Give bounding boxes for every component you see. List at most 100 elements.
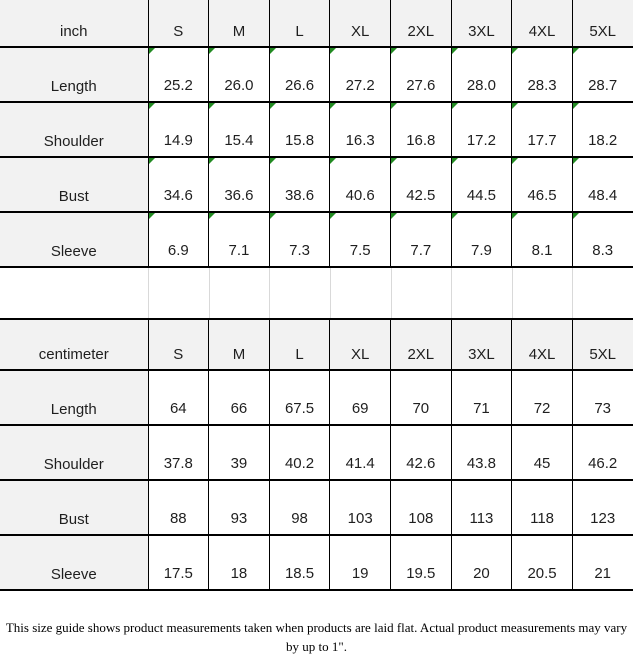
size-column-header: 2XL <box>390 0 452 48</box>
size-table-header-row: inch S M L XL 2XL 3XL 4XL 5XL <box>0 0 633 48</box>
measurement-label: Length <box>0 369 149 426</box>
measurement-value: 7.7 <box>390 211 452 268</box>
measurement-row: Bust 88 93 98 103 108 113 118 123 <box>0 479 633 536</box>
table-spacer <box>0 268 633 318</box>
measurement-value: 98 <box>268 479 331 536</box>
size-column-header: 4XL <box>511 0 573 48</box>
measurement-value: 67.5 <box>268 369 331 426</box>
measurement-value: 118 <box>511 479 573 536</box>
measurement-value: 6.9 <box>147 211 210 268</box>
measurement-label: Bust <box>0 479 149 536</box>
measurement-value: 40.6 <box>329 156 391 213</box>
measurement-value: 28.7 <box>571 46 633 103</box>
measurement-label: Sleeve <box>0 211 149 268</box>
measurement-value: 8.1 <box>511 211 573 268</box>
measurement-value: 16.8 <box>390 101 452 158</box>
size-table-inch: inch S M L XL 2XL 3XL 4XL 5XL Length 25.2 26.0 26.6 2… <box>0 0 633 268</box>
size-guide-disclaimer: This size guide shows product measuremen… <box>5 620 628 654</box>
measurement-label: Sleeve <box>0 534 149 591</box>
measurement-value: 38.6 <box>268 156 331 213</box>
measurement-value: 21 <box>571 534 633 591</box>
measurement-value: 26.6 <box>268 46 331 103</box>
measurement-value: 14.9 <box>147 101 210 158</box>
spacer-gridline <box>329 268 331 318</box>
measurement-value: 34.6 <box>147 156 210 213</box>
measurement-value: 103 <box>329 479 391 536</box>
measurement-value: 123 <box>571 479 633 536</box>
measurement-value: 43.8 <box>450 424 513 481</box>
measurement-value: 41.4 <box>329 424 391 481</box>
measurement-value: 73 <box>571 369 633 426</box>
size-column-header: 4XL <box>511 318 573 371</box>
measurement-value: 70 <box>390 369 452 426</box>
measurement-row: Length 64 66 67.5 69 70 71 72 73 <box>0 369 633 426</box>
measurement-label: Bust <box>0 156 149 213</box>
measurement-value: 25.2 <box>147 46 210 103</box>
measurement-value: 36.6 <box>208 156 270 213</box>
measurement-value: 45 <box>511 424 573 481</box>
measurement-row: Bust 34.6 36.6 38.6 40.6 42.5 44.5 46.5 48.4 <box>0 156 633 213</box>
measurement-value: 113 <box>450 479 513 536</box>
measurement-value: 27.6 <box>390 46 452 103</box>
spacer-gridline <box>208 268 210 318</box>
size-column-header: L <box>268 0 331 48</box>
measurement-value: 19 <box>329 534 391 591</box>
measurement-value: 15.8 <box>268 101 331 158</box>
size-column-header: M <box>208 0 270 48</box>
measurement-value: 16.3 <box>329 101 391 158</box>
measurement-value: 46.2 <box>571 424 633 481</box>
measurement-value: 17.2 <box>450 101 513 158</box>
measurement-value: 7.1 <box>208 211 270 268</box>
measurement-value: 18 <box>208 534 270 591</box>
size-column-header: L <box>268 318 331 371</box>
measurement-value: 8.3 <box>571 211 633 268</box>
measurement-label: Shoulder <box>0 101 149 158</box>
measurement-value: 71 <box>450 369 513 426</box>
measurement-value: 44.5 <box>450 156 513 213</box>
measurement-value: 93 <box>208 479 270 536</box>
size-column-header: 2XL <box>390 318 452 371</box>
unit-label: centimeter <box>0 318 149 371</box>
measurement-value: 88 <box>147 479 210 536</box>
size-column-header: 3XL <box>450 318 513 371</box>
measurement-value: 18.2 <box>571 101 633 158</box>
measurement-value: 28.3 <box>511 46 573 103</box>
size-column-header: M <box>208 318 270 371</box>
measurement-value: 72 <box>511 369 573 426</box>
measurement-value: 20 <box>450 534 513 591</box>
measurement-row: Shoulder 37.8 39 40.2 41.4 42.6 43.8 45 46.2 <box>0 424 633 481</box>
spacer-gridline <box>511 268 513 318</box>
measurement-value: 69 <box>329 369 391 426</box>
measurement-value: 15.4 <box>208 101 270 158</box>
measurement-value: 17.5 <box>147 534 210 591</box>
size-table-centimeter: centimeter S M L XL 2XL 3XL 4XL 5XL Length 64 66 67.… <box>0 318 633 591</box>
size-column-header: S <box>147 318 210 371</box>
measurement-value: 26.0 <box>208 46 270 103</box>
measurement-value: 39 <box>208 424 270 481</box>
size-column-header: S <box>147 0 210 48</box>
measurement-value: 7.9 <box>450 211 513 268</box>
size-column-header: 3XL <box>450 0 513 48</box>
measurement-value: 28.0 <box>450 46 513 103</box>
measurement-value: 7.3 <box>268 211 331 268</box>
measurement-value: 42.5 <box>390 156 452 213</box>
measurement-value: 18.5 <box>268 534 331 591</box>
measurement-value: 48.4 <box>571 156 633 213</box>
spacer-gridline <box>451 268 453 318</box>
measurement-row: Length 25.2 26.0 26.6 27.2 27.6 28.0 28.3 28.7 <box>0 46 633 103</box>
measurement-row: Shoulder 14.9 15.4 15.8 16.3 16.8 17.2 17.7 18.2 <box>0 101 633 158</box>
measurement-label: Length <box>0 46 149 103</box>
measurement-value: 108 <box>390 479 452 536</box>
size-column-header: XL <box>329 318 391 371</box>
measurement-value: 20.5 <box>511 534 573 591</box>
measurement-value: 46.5 <box>511 156 573 213</box>
spacer-gridline <box>148 268 149 318</box>
measurement-label: Shoulder <box>0 424 149 481</box>
measurement-value: 7.5 <box>329 211 391 268</box>
measurement-value: 40.2 <box>268 424 331 481</box>
measurement-value: 17.7 <box>511 101 573 158</box>
size-column-header: 5XL <box>571 318 633 371</box>
measurement-row: Sleeve 17.5 18 18.5 19 19.5 20 20.5 21 <box>0 534 633 591</box>
spacer-gridline <box>269 268 271 318</box>
